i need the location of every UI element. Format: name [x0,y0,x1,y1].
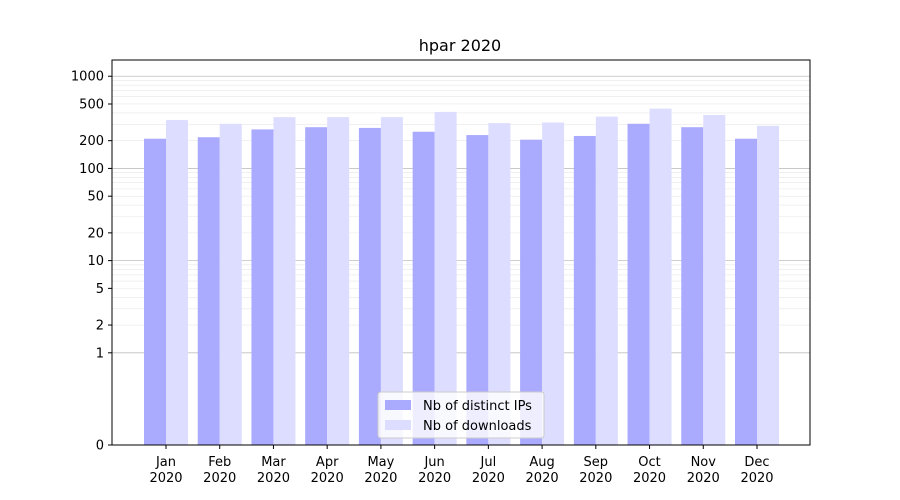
y-tick-label: 20 [87,226,104,241]
x-tick-label-year: 2020 [418,471,451,486]
bars [144,108,779,446]
bar-distinct-ips-aug [520,139,543,445]
x-tick-label-year: 2020 [687,471,720,486]
y-tick-label: 0 [96,439,104,454]
bar-distinct-ips-nov [681,127,704,446]
y-tick-label: 5 [96,282,104,297]
bar-downloads-mar [273,117,296,446]
x-tick-label-year: 2020 [203,471,236,486]
x-tick-label-month: Mar [261,455,286,470]
bar-downloads-apr [327,117,350,446]
legend-label: Nb of downloads [423,419,532,434]
plot-frame [111,59,811,446]
x-tick-label-month: Aug [529,455,554,470]
bar-downloads-oct [649,108,672,446]
x-tick-label-month: May [367,455,394,470]
bar-distinct-ips-dec [735,138,757,445]
y-tick-label: 10 [87,254,104,269]
bar-distinct-ips-jan [144,138,166,445]
x-tick-label-month: Jul [480,455,497,470]
y-tick-label: 1 [96,346,104,361]
y-tick-label: 200 [79,134,104,149]
bar-distinct-ips-jul [466,135,489,445]
x-tick-label-month: Jan [155,455,176,470]
bar-distinct-ips-mar [251,129,274,445]
x-tick-label-month: Sep [584,455,609,470]
bar-downloads-dec [757,125,779,445]
y-tick-label: 50 [87,190,104,205]
y-tick-label: 100 [79,162,104,177]
y-tick-label: 500 [79,97,104,112]
x-tick-label-year: 2020 [311,471,344,486]
x-tick-label-month: Dec [744,455,769,470]
y-axis: 0 1 2 5 10 20 50 100 200 500 1000 [71,70,112,454]
x-axis: Jan2020Feb2020Mar2020Apr2020May2020Jun20… [149,445,774,486]
x-tick-label-month: Nov [691,455,717,470]
x-tick-label-year: 2020 [579,471,612,486]
bar-distinct-ips-jun [412,131,435,446]
legend: Nb of distinct IPs Nb of downloads [377,391,545,439]
legend-swatch [385,420,411,430]
x-tick-label-month: Oct [638,455,660,470]
x-tick-label-year: 2020 [364,471,397,486]
bar-distinct-ips-may [358,127,381,446]
x-tick-label-year: 2020 [257,471,290,486]
x-tick-label-year: 2020 [740,471,773,486]
x-tick-label-month: Apr [316,455,339,470]
bar-downloads-aug [542,122,565,446]
legend-label: Nb of distinct IPs [423,399,532,414]
legend-swatch [385,400,411,410]
bar-downloads-jul [488,123,511,446]
x-tick-label-year: 2020 [472,471,505,486]
x-tick-label-year: 2020 [633,471,666,486]
x-tick-label-month: Jun [423,455,444,470]
chart-title: hpar 2020 [419,36,501,55]
x-tick-label-year: 2020 [526,471,559,486]
bar-distinct-ips-sep [573,135,596,445]
bar-distinct-ips-oct [627,123,650,445]
bar-downloads-jan [166,120,188,445]
y-tick-label: 1000 [71,70,104,85]
x-tick-label-year: 2020 [149,471,182,486]
bar-distinct-ips-feb [197,137,220,445]
x-tick-label-month: Feb [208,455,231,470]
bar-downloads-jun [434,111,457,446]
bar-distinct-ips-apr [305,127,328,446]
bar-downloads-feb [219,123,242,445]
bar-downloads-nov [703,114,726,445]
bar-downloads-sep [595,116,618,445]
y-tick-label: 2 [96,319,104,334]
legend-box [377,391,545,439]
bar-downloads-may [380,117,403,446]
